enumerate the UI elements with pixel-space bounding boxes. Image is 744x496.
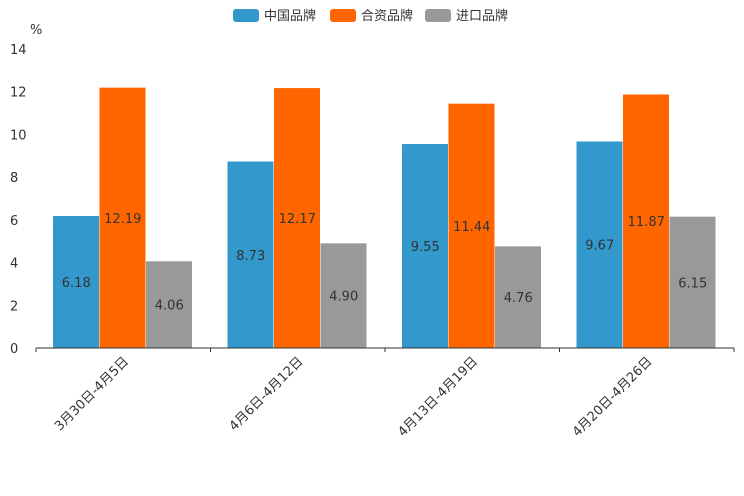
x-axis: 3月30日-4月5日 4月6日-4月12日 4月13日-4月19日 4月20日-4月2… xyxy=(35,347,735,440)
bar xyxy=(227,161,274,348)
data-label: 12.19 xyxy=(104,212,141,227)
bar xyxy=(99,87,146,348)
legend-label: 中国品牌 xyxy=(264,8,316,24)
data-label: 11.87 xyxy=(628,215,665,230)
data-label: 6.15 xyxy=(678,276,707,291)
y-tick-label: 14 xyxy=(10,43,27,58)
y-tick-label: 6 xyxy=(10,214,18,229)
bar xyxy=(146,261,192,348)
legend-item[interactable]: 合资品牌 xyxy=(330,8,413,24)
bar xyxy=(448,103,495,348)
bar xyxy=(402,144,448,348)
y-tick-label: 8 xyxy=(10,171,18,186)
legend-item[interactable]: 进口品牌 xyxy=(425,8,508,24)
bar xyxy=(669,216,716,348)
y-axis: 0 2 4 6 8 10 12 14 xyxy=(10,43,27,357)
bar xyxy=(576,141,623,348)
legend-label: 合资品牌 xyxy=(361,8,413,24)
y-tick-label: 2 xyxy=(10,299,18,314)
x-tick-label: 4月20日-4月26日 xyxy=(570,354,656,440)
bar xyxy=(623,94,669,348)
legend-swatch xyxy=(330,9,356,22)
legend[interactable]: 中国品牌 合资品牌 进口品牌 xyxy=(233,8,508,24)
y-tick-label: 4 xyxy=(10,257,18,272)
x-tick-label: 4月6日-4月12日 xyxy=(227,354,307,434)
data-label: 9.55 xyxy=(411,240,440,255)
data-label: 4.90 xyxy=(329,290,358,305)
data-label: 4.06 xyxy=(155,299,184,314)
data-label: 8.73 xyxy=(236,249,265,264)
bars: 6.18 12.19 4.06 8.73 12.17 4.90 9.55 11.44 4.76 9… xyxy=(53,87,716,349)
x-tick-label: 4月13日-4月19日 xyxy=(395,354,481,440)
legend-label: 进口品牌 xyxy=(456,8,508,24)
data-label: 11.44 xyxy=(453,220,490,235)
y-tick-label: 12 xyxy=(10,86,27,101)
bar xyxy=(274,88,320,349)
y-tick-label: 10 xyxy=(10,128,27,143)
data-label: 4.76 xyxy=(504,291,533,306)
bar xyxy=(320,243,367,348)
legend-swatch xyxy=(425,9,451,22)
legend-swatch xyxy=(233,9,259,22)
data-label: 9.67 xyxy=(585,239,614,254)
y-tick-label: 0 xyxy=(10,342,18,357)
data-label: 6.18 xyxy=(62,276,91,291)
x-tick-label: 3月30日-4月5日 xyxy=(52,354,132,434)
legend-item[interactable]: 中国品牌 xyxy=(233,8,316,24)
y-axis-unit-label: % xyxy=(30,23,42,38)
data-label: 12.17 xyxy=(279,212,316,227)
bar xyxy=(53,216,99,348)
bar xyxy=(495,246,541,348)
